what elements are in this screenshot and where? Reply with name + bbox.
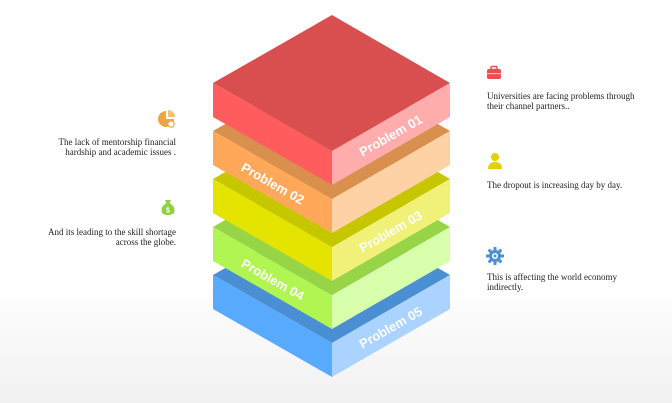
note-problem-02: The lack of mentorship financial hardshi… — [58, 137, 176, 157]
note-problem-04: And its leading to the skill shortage ac… — [48, 227, 176, 247]
layer-right-face — [332, 275, 450, 377]
user-icon — [488, 153, 502, 169]
layer-right-face — [332, 83, 450, 185]
layer-left-face — [213, 179, 332, 281]
layer-left-face — [213, 275, 332, 377]
money-chart-icon — [158, 110, 175, 128]
layer-top-face — [213, 15, 450, 151]
money-bag-icon: $ — [161, 200, 175, 215]
svg-text:$: $ — [166, 208, 170, 215]
layer-left-face — [213, 227, 332, 329]
note-problem-01: Universities are facing problems through… — [487, 91, 635, 111]
note-problem-03: The dropout is increasing day by day. — [487, 180, 623, 190]
layer-left-face — [213, 131, 332, 233]
note-problem-05: This is affecting the world economy indi… — [487, 272, 618, 292]
layer-left-face — [213, 83, 332, 185]
layer-right-face — [332, 179, 450, 281]
gear-icon — [486, 247, 504, 265]
layer-right-face — [332, 131, 450, 233]
layer-right-face — [332, 227, 450, 329]
briefcase-icon — [487, 65, 501, 79]
